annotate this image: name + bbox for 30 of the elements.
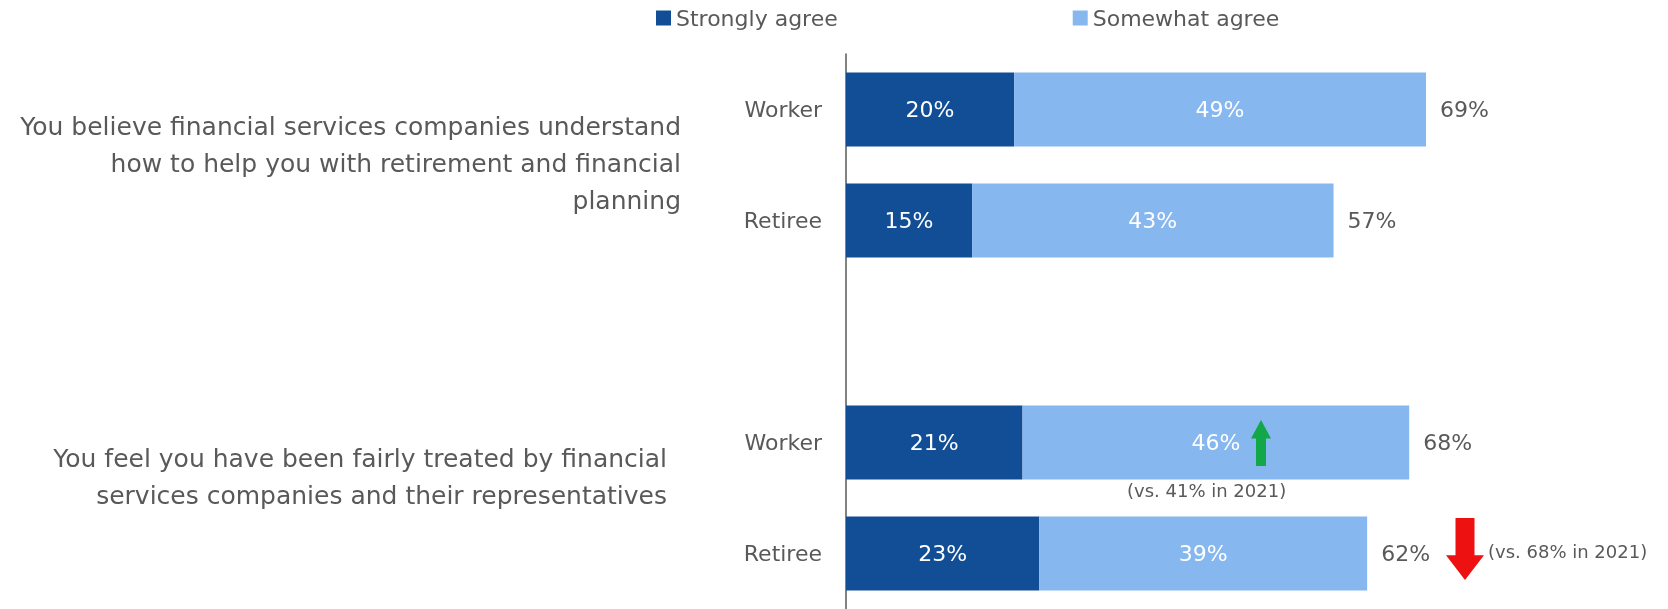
data-label: 21% — [909, 430, 959, 455]
y-tick-label: Worker — [744, 97, 823, 122]
y-tick-label: Worker — [744, 430, 823, 455]
total-label: 68% — [1423, 430, 1473, 455]
total-label: 69% — [1440, 97, 1489, 122]
data-label: 20% — [905, 97, 955, 122]
total-label: 62% — [1381, 541, 1431, 566]
bar — [1014, 72, 1426, 147]
y-tick-label: Retiree — [743, 208, 822, 233]
data-label: 43% — [1128, 208, 1178, 233]
bar — [1039, 516, 1368, 591]
total-label: 57% — [1347, 208, 1397, 233]
bar — [846, 183, 973, 258]
legend-label: Somewhat agree — [1092, 5, 1280, 31]
data-label: 23% — [918, 541, 968, 566]
bar — [846, 72, 1015, 147]
data-label: 49% — [1195, 97, 1245, 122]
data-label: 15% — [884, 208, 934, 233]
bar — [846, 405, 1023, 480]
bar — [1022, 405, 1410, 480]
bar — [846, 516, 1040, 591]
bar — [972, 183, 1334, 258]
data-label: 39% — [1178, 541, 1228, 566]
text: You believe financial services companies understand how to help you with retirement and financial planning — [19, 111, 681, 217]
y-tick-label: Retiree — [743, 541, 822, 566]
data-label: 46% — [1191, 430, 1241, 455]
annotation: (vs. 41% in 2021) — [1127, 480, 1287, 501]
text: You feel you have been fairly treated by financial services companies and their representatives — [52, 443, 667, 512]
legend-label: Strongly agree — [676, 5, 838, 31]
text: (vs. 68% in 2021) — [1488, 541, 1648, 562]
